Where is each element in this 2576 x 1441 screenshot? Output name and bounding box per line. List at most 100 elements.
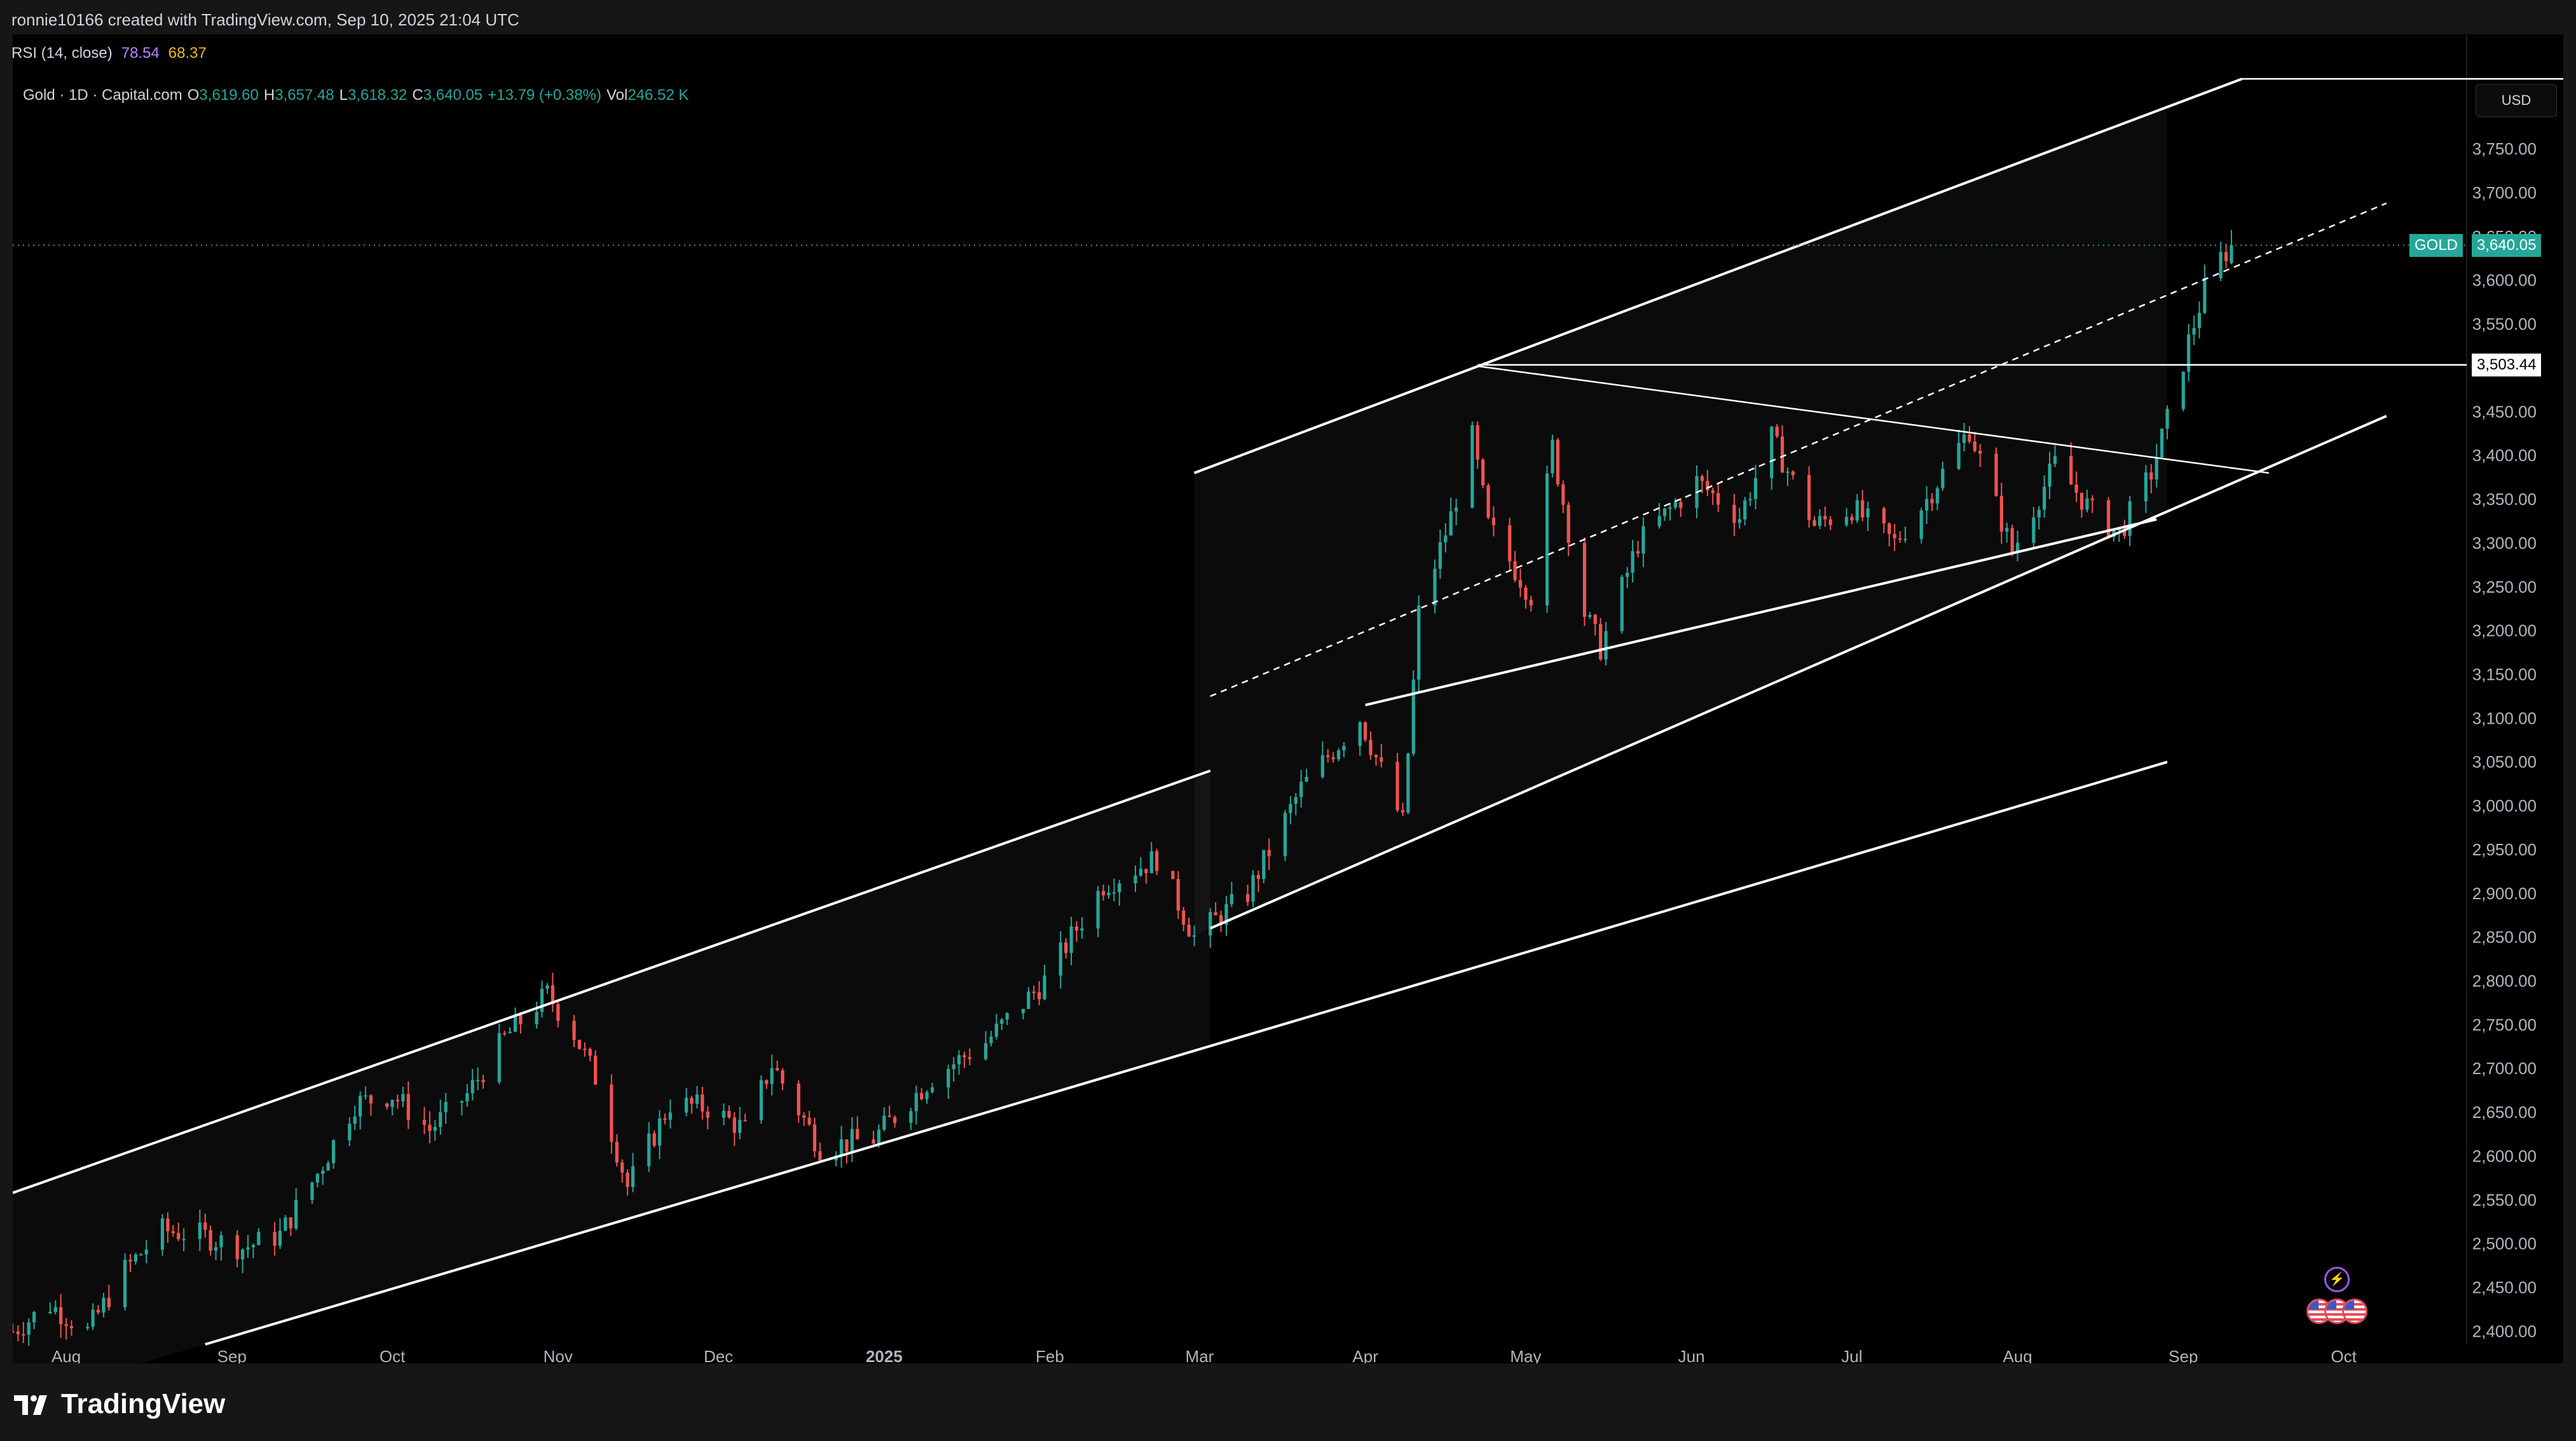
candle-body bbox=[353, 1116, 357, 1124]
candle-body bbox=[1711, 490, 1715, 493]
high-label: H bbox=[263, 86, 275, 104]
candle-body bbox=[1107, 892, 1111, 895]
candle-body bbox=[850, 1129, 854, 1152]
candle-body bbox=[1262, 850, 1266, 879]
symbol-legend[interactable]: Gold · 1D · Capital.com O3,619.60 H3,657… bbox=[23, 86, 689, 104]
candle-body bbox=[1994, 453, 1998, 496]
lightning-icon[interactable]: ⚡ bbox=[2324, 1267, 2350, 1292]
candle-body bbox=[812, 1124, 817, 1152]
candle-body bbox=[535, 1012, 538, 1024]
candle-body bbox=[1176, 879, 1180, 911]
candle-body bbox=[1828, 519, 1832, 525]
rsi-indicator-header[interactable]: RSI (14, close) 78.54 68.37 bbox=[11, 42, 207, 65]
tradingview-logo[interactable]: TradingView bbox=[14, 1385, 225, 1423]
currency-button[interactable]: USD bbox=[2476, 84, 2557, 117]
candle-body bbox=[209, 1230, 212, 1251]
candle-body bbox=[732, 1117, 736, 1133]
candle-body bbox=[2048, 464, 2052, 487]
upper-channel-top-line bbox=[1193, 78, 2243, 474]
us-flag-icon[interactable] bbox=[2342, 1299, 2367, 1324]
candle-body bbox=[727, 1110, 731, 1118]
candle-body bbox=[1182, 910, 1186, 925]
x-tick-label: Dec bbox=[704, 1347, 733, 1363]
candle-body bbox=[1299, 782, 1303, 797]
candle-body bbox=[315, 1173, 319, 1183]
candle-body bbox=[620, 1162, 624, 1173]
candle-body bbox=[2187, 334, 2191, 372]
candle-body bbox=[1582, 542, 1587, 617]
candle-body bbox=[963, 1055, 966, 1058]
candle-body bbox=[947, 1069, 950, 1087]
candle-body bbox=[759, 1080, 763, 1120]
candle-body bbox=[385, 1103, 389, 1107]
candle-body bbox=[626, 1172, 629, 1187]
candle-body bbox=[359, 1096, 362, 1117]
y-tick-label: 3,400.00 bbox=[2472, 446, 2537, 465]
rsi-value-1: 78.54 bbox=[121, 45, 160, 62]
y-tick-label: 3,000.00 bbox=[2472, 796, 2537, 815]
close-label: C bbox=[412, 86, 423, 104]
x-tick-label: Sep bbox=[217, 1347, 247, 1363]
candle-body bbox=[877, 1129, 880, 1144]
candle-body bbox=[1518, 579, 1523, 588]
candle-body bbox=[1342, 746, 1346, 751]
candle-body bbox=[1770, 426, 1774, 478]
candle-body bbox=[994, 1023, 998, 1037]
candle-body bbox=[278, 1231, 282, 1246]
y-tick-label: 3,750.00 bbox=[2472, 139, 2537, 158]
candle-body bbox=[1187, 924, 1191, 937]
candle-body bbox=[1149, 851, 1153, 874]
low-value: 3,618.32 bbox=[347, 86, 408, 104]
y-tick-label: 2,950.00 bbox=[2472, 840, 2537, 859]
candle-body bbox=[1753, 478, 1758, 499]
y-tick-label: 2,550.00 bbox=[2472, 1190, 2537, 1210]
candle-body bbox=[920, 1093, 924, 1100]
candle-body bbox=[22, 1334, 25, 1336]
candle-body bbox=[1631, 551, 1634, 573]
candle-body bbox=[1620, 577, 1624, 631]
x-tick-label: Nov bbox=[544, 1347, 573, 1363]
candle-body bbox=[177, 1232, 181, 1239]
chart-pane[interactable]: 2,400.00 2,450.00 2,500.00 2,550.00 2,600.00… bbox=[13, 34, 2563, 1363]
candle-body bbox=[390, 1100, 394, 1107]
price-chart[interactable]: 2,400.00 2,450.00 2,500.00 2,550.00 2,600.00… bbox=[13, 34, 2563, 1363]
candle-body bbox=[1524, 588, 1528, 600]
candle-body bbox=[134, 1254, 138, 1262]
candle-body bbox=[930, 1087, 935, 1093]
x-tick-label: Oct bbox=[380, 1347, 406, 1363]
candle-body bbox=[583, 1049, 587, 1051]
candle-body bbox=[428, 1124, 432, 1131]
candle-body bbox=[1481, 459, 1485, 486]
x-tick-label: Jun bbox=[1678, 1347, 1705, 1363]
candle-body bbox=[69, 1326, 74, 1328]
candle-body bbox=[1470, 425, 1474, 508]
candle-body bbox=[1668, 507, 1672, 509]
events-markers[interactable]: ⚡ bbox=[2306, 1267, 2367, 1324]
y-tick-label: 3,250.00 bbox=[2472, 577, 2537, 596]
candle-body bbox=[668, 1112, 672, 1120]
brand-name: TradingView bbox=[61, 1388, 226, 1419]
candle-body bbox=[1118, 883, 1121, 893]
candle-body bbox=[1038, 992, 1041, 1000]
candle-body bbox=[422, 1119, 427, 1125]
candle-body bbox=[952, 1064, 956, 1070]
candle-body bbox=[1657, 516, 1661, 527]
attribution-text: ronnie10166 created with TradingView.com… bbox=[11, 10, 519, 29]
candle-body bbox=[1401, 810, 1405, 813]
candle-body bbox=[1144, 869, 1148, 874]
candle-body bbox=[1999, 495, 2003, 532]
candle-body bbox=[797, 1083, 800, 1115]
y-tick-label: 3,450.00 bbox=[2472, 402, 2537, 421]
candle-body bbox=[1283, 813, 1287, 857]
candle-body bbox=[572, 1021, 576, 1040]
candle-body bbox=[1112, 892, 1116, 894]
candle-body bbox=[1662, 508, 1667, 516]
economic-events[interactable] bbox=[2306, 1299, 2367, 1324]
candle-body bbox=[2043, 486, 2046, 510]
candle-body bbox=[203, 1222, 207, 1231]
candle-body bbox=[1331, 757, 1335, 759]
candle-body bbox=[1219, 915, 1223, 925]
candle-body bbox=[1978, 450, 1982, 454]
candle-body bbox=[246, 1247, 250, 1250]
candle-body bbox=[2149, 472, 2153, 479]
